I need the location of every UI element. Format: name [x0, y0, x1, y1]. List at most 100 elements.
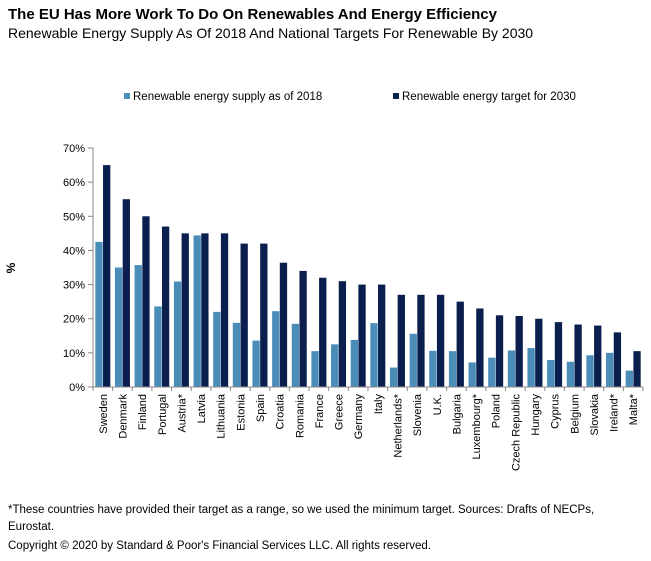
x-tick-label: Italy	[373, 394, 385, 415]
x-tick-label: U.K.	[432, 394, 444, 415]
y-tick-label: 10%	[63, 348, 85, 360]
x-tick-label: Bulgaria	[451, 393, 463, 434]
x-tick-label: Netherlands*	[392, 393, 404, 457]
bar-target-2030	[299, 270, 307, 387]
x-tick-label: Lithuania	[216, 393, 228, 439]
bar-supply-2018	[154, 306, 162, 387]
bar-supply-2018	[468, 362, 476, 387]
bar-target-2030	[338, 281, 347, 387]
x-tick-label: France	[314, 394, 326, 428]
bar-supply-2018	[95, 241, 103, 387]
x-tick-label: Estonia	[235, 393, 247, 431]
bar-target-2030	[240, 243, 248, 387]
bar-target-2030	[260, 243, 268, 387]
bar-supply-2018	[193, 235, 201, 387]
chart-subtitle: Renewable Energy Supply As Of 2018 And N…	[8, 25, 534, 41]
x-tick-label: Poland	[491, 394, 503, 428]
x-tick-label: Portugal	[157, 394, 169, 435]
bar-target-2030	[456, 301, 464, 387]
bar-supply-2018	[409, 333, 417, 387]
bar-target-2030	[594, 325, 602, 387]
y-axis-ticks: 0% 10% 20% 30% 40% 50% 60% 70%	[63, 143, 93, 394]
bar-supply-2018	[213, 311, 221, 387]
x-tick-label: Belgium	[569, 394, 581, 434]
bar-target-2030	[515, 315, 523, 387]
bar-target-2030	[378, 284, 386, 387]
footnote: *These countries have provided their tar…	[8, 504, 595, 533]
y-tick-label: 40%	[63, 245, 85, 257]
y-tick-label: 30%	[63, 280, 85, 292]
x-tick-label: Cyprus	[550, 394, 562, 429]
bar-supply-2018	[429, 350, 437, 387]
y-tick-label: 60%	[63, 177, 85, 189]
bar-target-2030	[495, 315, 504, 387]
x-axis-ticks: Sweden Denmark Finland Portugal Austria* Latv…	[92, 387, 644, 472]
bar-target-2030	[161, 226, 170, 387]
bar-supply-2018	[252, 340, 260, 387]
x-tick-label: Spain	[255, 394, 267, 422]
bar-supply-2018	[291, 323, 300, 387]
bar-supply-2018	[134, 265, 142, 387]
bar-target-2030	[181, 233, 189, 387]
bar-target-2030	[201, 233, 209, 387]
bar-target-2030	[319, 277, 327, 387]
x-tick-label: Slovenia	[412, 393, 424, 436]
bar-supply-2018	[272, 311, 280, 387]
bar-supply-2018	[370, 323, 378, 387]
bar-target-2030	[103, 165, 111, 387]
bar-supply-2018	[488, 357, 496, 387]
x-tick-label: Croatia	[275, 393, 287, 429]
bar-supply-2018	[448, 351, 457, 387]
y-tick-label: 50%	[63, 211, 85, 223]
x-tick-label: Hungary	[530, 394, 542, 436]
bar-target-2030	[220, 233, 229, 387]
bar-target-2030	[554, 322, 563, 387]
legend-label: Renewable energy supply as of 2018	[133, 91, 322, 103]
legend: Renewable energy supply as of 2018 Renewa…	[124, 91, 576, 103]
bar-supply-2018	[389, 367, 398, 387]
legend-swatch	[393, 93, 399, 99]
bar-supply-2018	[507, 350, 516, 387]
bar-target-2030	[358, 284, 366, 387]
bar-target-2030	[417, 294, 425, 387]
bar-target-2030	[574, 324, 582, 387]
bars	[95, 165, 641, 387]
bar-supply-2018	[331, 344, 339, 387]
y-axis-label: %	[4, 262, 18, 273]
y-tick-label: 0%	[69, 382, 85, 394]
bar-target-2030	[142, 216, 150, 387]
x-tick-label: Denmark	[117, 394, 129, 439]
bar-supply-2018	[606, 352, 614, 387]
x-tick-label: Greece	[334, 394, 346, 430]
x-tick-label: Austria*	[176, 393, 188, 432]
bar-target-2030	[279, 262, 288, 387]
legend-swatch	[124, 93, 130, 99]
copyright-notice: Copyright © 2020 by Standard & Poor's Fi…	[8, 540, 431, 552]
x-tick-label: Romania	[294, 393, 306, 438]
x-tick-label: Latvia	[196, 393, 208, 423]
x-tick-label: Luxembourg*	[471, 393, 483, 459]
x-tick-label: Finland	[137, 394, 149, 430]
legend-label: Renewable energy target for 2030	[402, 91, 576, 103]
bar-supply-2018	[173, 281, 182, 387]
bar-supply-2018	[566, 361, 575, 387]
bar-supply-2018	[547, 360, 555, 387]
bar-supply-2018	[232, 322, 241, 387]
bar-target-2030	[613, 332, 622, 387]
x-tick-label: Germany	[353, 394, 365, 440]
x-tick-label: Czech Republic	[510, 394, 522, 472]
bar-target-2030	[436, 294, 445, 387]
bar-target-2030	[535, 318, 543, 387]
bar-supply-2018	[586, 355, 594, 387]
bar-supply-2018	[527, 348, 535, 387]
bar-supply-2018	[311, 351, 319, 387]
bar-target-2030	[122, 199, 130, 387]
x-tick-label: Slovakia	[589, 393, 601, 435]
bar-target-2030	[397, 294, 405, 387]
chart-title: The EU Has More Work To Do On Renewables…	[8, 6, 497, 23]
bar-target-2030	[476, 308, 484, 387]
bar-supply-2018	[350, 339, 358, 387]
x-tick-label: Malta*	[628, 393, 640, 425]
x-tick-label: Sweden	[98, 394, 110, 434]
bar-supply-2018	[114, 267, 123, 387]
